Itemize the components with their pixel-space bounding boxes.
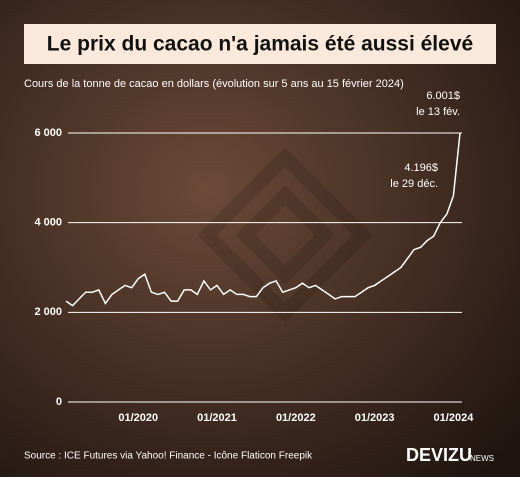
y-tick-label: 4 000 — [34, 217, 62, 229]
line — [65, 132, 461, 307]
annotation: 6.001$ — [426, 90, 460, 102]
x-tick-label: 01/2021 — [197, 412, 237, 424]
annotation: 4.196$ — [404, 162, 438, 174]
annotation: le 13 fév. — [416, 106, 460, 118]
y-tick-label: 0 — [56, 396, 62, 408]
subtitle: Cours de la tonne de cacao en dollars (é… — [24, 78, 404, 90]
x-tick-label: 01/2024 — [434, 412, 475, 424]
y-tick-label: 6 000 — [34, 127, 62, 139]
logo-sub: NEWS — [470, 454, 494, 463]
chart-title: Le prix du cacao n'a jamais été aussi él… — [47, 33, 473, 56]
x-tick-label: 01/2023 — [355, 412, 395, 424]
x-tick-label: 01/2022 — [276, 412, 316, 424]
title-box — [24, 24, 496, 64]
logo: DEVIZU — [406, 445, 472, 465]
x-tick-label: 01/2020 — [118, 412, 158, 424]
watermark — [197, 147, 373, 323]
annotation: le 29 déc. — [390, 178, 438, 190]
y-tick-label: 2 000 — [34, 306, 62, 318]
source: Source : ICE Futures via Yahoo! Finance … — [24, 451, 313, 462]
